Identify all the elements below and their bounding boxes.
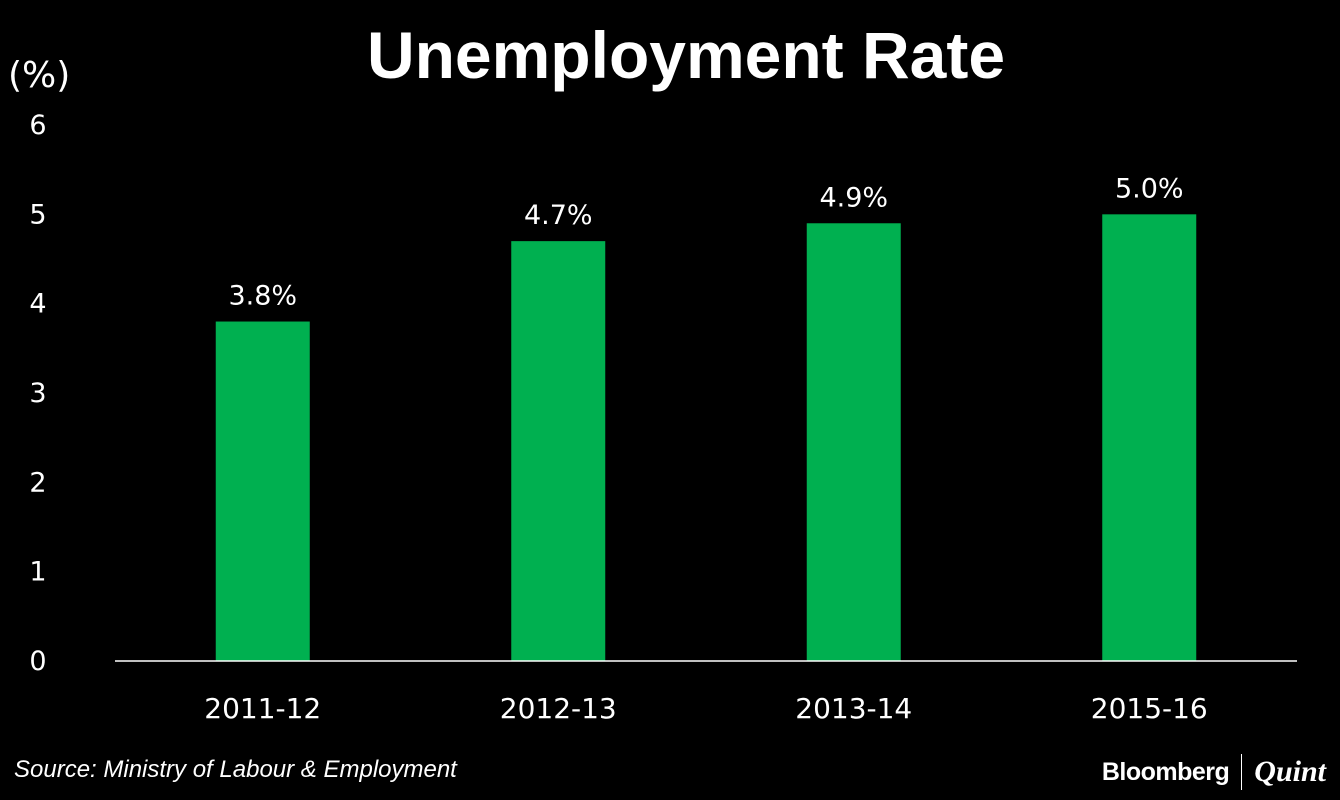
y-tick-label: 2 (29, 467, 46, 498)
bloomberg-wordmark: Bloomberg (1101, 757, 1230, 786)
x-tick-label: 2013-14 (795, 692, 912, 725)
brand-logo: Bloomberg Quint (1102, 754, 1326, 790)
y-tick-label: 1 (29, 557, 46, 588)
y-axis-ticks: 0 1 2 3 4 5 6 (29, 110, 46, 677)
data-label: 4.9% (819, 182, 888, 213)
bar (1102, 214, 1197, 662)
brand-divider (1241, 754, 1243, 790)
x-tick-label: 2012-13 (500, 692, 617, 725)
y-tick-label: 6 (29, 110, 46, 141)
bars (215, 214, 1197, 662)
y-tick-label: 4 (29, 289, 46, 320)
y-tick-label: 5 (29, 199, 46, 230)
bar (511, 241, 606, 661)
x-tick-label: 2011-12 (204, 692, 321, 725)
data-labels: 3.8% 4.7% 4.9% 5.0% (228, 173, 1183, 311)
source-note: Source: Ministry of Labour & Employment (14, 756, 457, 783)
bar (215, 321, 310, 661)
bar (806, 223, 901, 661)
data-label: 3.8% (228, 281, 297, 312)
quint-wordmark: Quint (1254, 755, 1326, 788)
x-tick-label: 2015-16 (1091, 692, 1208, 725)
y-axis-unit-label: (%) (8, 55, 70, 96)
data-label: 5.0% (1115, 173, 1184, 204)
data-label: 4.7% (524, 200, 593, 231)
y-tick-label: 0 (29, 646, 46, 677)
chart-title: Unemployment Rate (367, 18, 1005, 92)
x-axis-ticks: 2011-12 2012-13 2013-14 2015-16 (204, 692, 1208, 725)
y-tick-label: 3 (29, 378, 46, 409)
